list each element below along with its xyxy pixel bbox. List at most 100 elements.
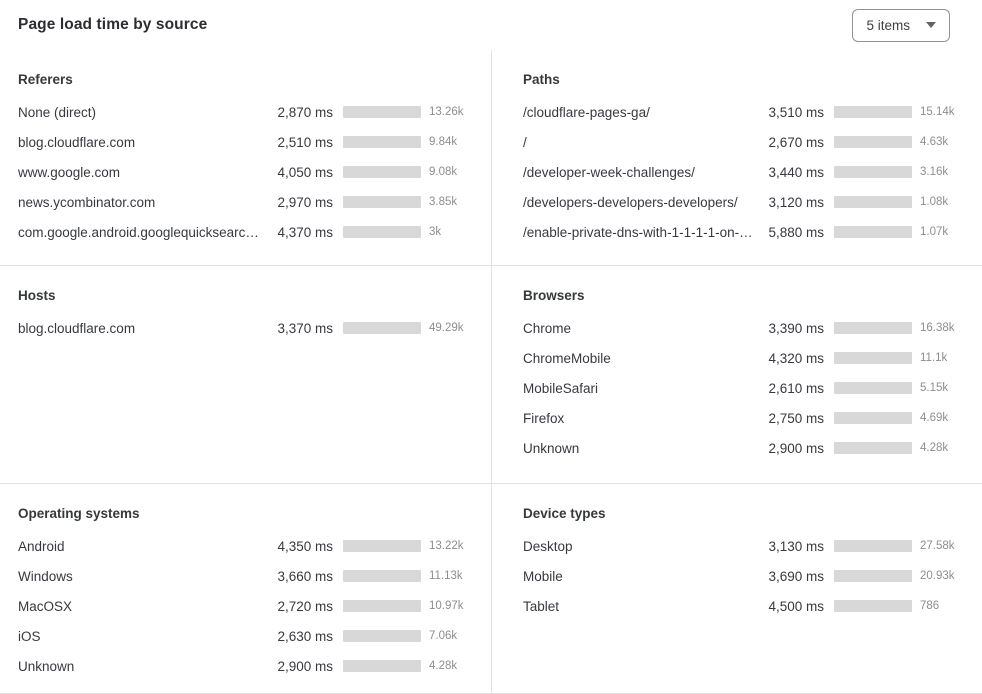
table-row[interactable]: /enable-private-dns-with-1-1-1-1-on-… 5,…	[523, 217, 966, 247]
row-count: 4.69k	[920, 412, 949, 424]
table-row[interactable]: Android 4,350 ms 13.22k	[18, 531, 475, 561]
row-label: www.google.com	[18, 164, 121, 180]
row-ms-value: 2,720 ms	[277, 598, 333, 614]
section-device-types: Device types Desktop 3,130 ms 27.58k Mob…	[491, 483, 982, 693]
table-row[interactable]: MacOSX 2,720 ms 10.97k	[18, 591, 475, 621]
row-ms-value: 4,370 ms	[277, 224, 333, 240]
section-rows: /cloudflare-pages-ga/ 3,510 ms 15.14k / …	[523, 97, 966, 247]
row-count: 27.58k	[920, 540, 955, 552]
row-label: Unknown	[523, 440, 580, 456]
table-row[interactable]: blog.cloudflare.com 2,510 ms 9.84k	[18, 127, 475, 157]
table-row[interactable]: www.google.com 4,050 ms 9.08k	[18, 157, 475, 187]
row-count: 7.06k	[429, 630, 458, 642]
table-row[interactable]: Mobile 3,690 ms 20.93k	[523, 561, 966, 591]
table-row[interactable]: None (direct) 2,870 ms 13.26k	[18, 97, 475, 127]
row-ms-value: 3,510 ms	[768, 104, 824, 120]
row-count: 11.13k	[429, 570, 463, 582]
row-ms-value: 2,510 ms	[277, 134, 333, 150]
section-title: Hosts	[18, 288, 56, 303]
row-count: 10.97k	[429, 600, 464, 612]
table-row[interactable]: blog.cloudflare.com 3,370 ms 49.29k	[18, 313, 475, 343]
table-row[interactable]: news.ycombinator.com 2,970 ms 3.85k	[18, 187, 475, 217]
row-label: Windows	[18, 568, 73, 584]
row-count: 16.38k	[920, 322, 955, 334]
table-row[interactable]: MobileSafari 2,610 ms 5.15k	[523, 373, 966, 403]
table-row[interactable]: Windows 3,660 ms 11.13k	[18, 561, 475, 591]
row-count: 9.08k	[429, 166, 458, 178]
table-row[interactable]: iOS 2,630 ms 7.06k	[18, 621, 475, 651]
row-label: /developer-week-challenges/	[523, 164, 695, 180]
row-ms-value: 4,320 ms	[768, 350, 824, 366]
row-ms-value: 4,500 ms	[768, 598, 824, 614]
section-title: Paths	[523, 72, 560, 87]
bar-track	[834, 382, 912, 394]
row-label: None (direct)	[18, 104, 97, 120]
table-row[interactable]: ChromeMobile 4,320 ms 11.1k	[523, 343, 966, 373]
row-label: news.ycombinator.com	[18, 194, 156, 210]
table-row[interactable]: / 2,670 ms 4.63k	[523, 127, 966, 157]
bar-track	[343, 166, 421, 178]
table-row[interactable]: com.google.android.googlequicksearc… 4,3…	[18, 217, 475, 247]
row-label: /	[523, 134, 527, 150]
section-title: Browsers	[523, 288, 585, 303]
row-ms-value: 3,390 ms	[768, 320, 824, 336]
bar-track	[343, 600, 421, 612]
table-row[interactable]: Unknown 2,900 ms 4.28k	[523, 433, 966, 463]
section-referers: Referers None (direct) 2,870 ms 13.26k b…	[0, 50, 491, 265]
bar-track	[343, 660, 421, 672]
row-ms-value: 3,440 ms	[768, 164, 824, 180]
bar-track	[834, 570, 912, 582]
table-row[interactable]: /developer-week-challenges/ 3,440 ms 3.1…	[523, 157, 966, 187]
row-count: 11.1k	[920, 352, 948, 364]
row-count: 15.14k	[920, 106, 955, 118]
row-label: /developers-developers-developers/	[523, 194, 738, 210]
table-row[interactable]: Desktop 3,130 ms 27.58k	[523, 531, 966, 561]
table-row[interactable]: Firefox 2,750 ms 4.69k	[523, 403, 966, 433]
panel-header: Page load time by source 5 items	[0, 0, 982, 50]
row-label: blog.cloudflare.com	[18, 134, 136, 150]
row-label: blog.cloudflare.com	[18, 320, 136, 336]
row-label: Firefox	[523, 410, 565, 426]
table-row[interactable]: Unknown 2,900 ms 4.28k	[18, 651, 475, 681]
table-row[interactable]: /developers-developers-developers/ 3,120…	[523, 187, 966, 217]
row-ms-value: 3,120 ms	[768, 194, 824, 210]
row-count: 49.29k	[429, 322, 464, 334]
row-ms-value: 2,630 ms	[277, 628, 333, 644]
section-title: Device types	[523, 506, 606, 521]
bar-track	[834, 166, 912, 178]
bar-track	[834, 106, 912, 118]
row-label: Android	[18, 538, 65, 554]
items-count-dropdown[interactable]: 5 items	[852, 8, 950, 42]
items-count-value: 5 items	[866, 17, 910, 33]
row-label: Mobile	[523, 568, 563, 584]
row-label: MobileSafari	[523, 380, 599, 396]
bar-track	[343, 540, 421, 552]
bar-track	[834, 540, 912, 552]
section-title: Operating systems	[18, 506, 140, 521]
row-count: 1.08k	[920, 196, 949, 208]
row-ms-value: 5,880 ms	[768, 224, 824, 240]
row-label: ChromeMobile	[523, 350, 611, 366]
row-ms-value: 2,900 ms	[768, 440, 824, 456]
row-count: 4.63k	[920, 136, 949, 148]
section-browsers: Browsers Chrome 3,390 ms 16.38k ChromeMo…	[491, 265, 982, 483]
section-operating-systems: Operating systems Android 4,350 ms 13.22…	[0, 483, 491, 693]
row-ms-value: 4,350 ms	[277, 538, 333, 554]
table-row[interactable]: Chrome 3,390 ms 16.38k	[523, 313, 966, 343]
row-label: Chrome	[523, 320, 572, 336]
table-row[interactable]: Tablet 4,500 ms 786	[523, 591, 966, 621]
bar-track	[834, 600, 912, 612]
table-row[interactable]: /cloudflare-pages-ga/ 3,510 ms 15.14k	[523, 97, 966, 127]
bar-track	[834, 352, 912, 364]
row-ms-value: 2,870 ms	[277, 104, 333, 120]
row-ms-value: 2,670 ms	[768, 134, 824, 150]
row-count: 4.28k	[920, 442, 949, 454]
section-rows: Desktop 3,130 ms 27.58k Mobile 3,690 ms …	[523, 531, 966, 621]
row-label: Desktop	[523, 538, 573, 554]
row-label: /cloudflare-pages-ga/	[523, 104, 650, 120]
section-rows: None (direct) 2,870 ms 13.26k blog.cloud…	[18, 97, 475, 247]
sections-grid: Referers None (direct) 2,870 ms 13.26k b…	[0, 50, 982, 694]
row-label: iOS	[18, 628, 41, 644]
row-label: Tablet	[523, 598, 560, 614]
